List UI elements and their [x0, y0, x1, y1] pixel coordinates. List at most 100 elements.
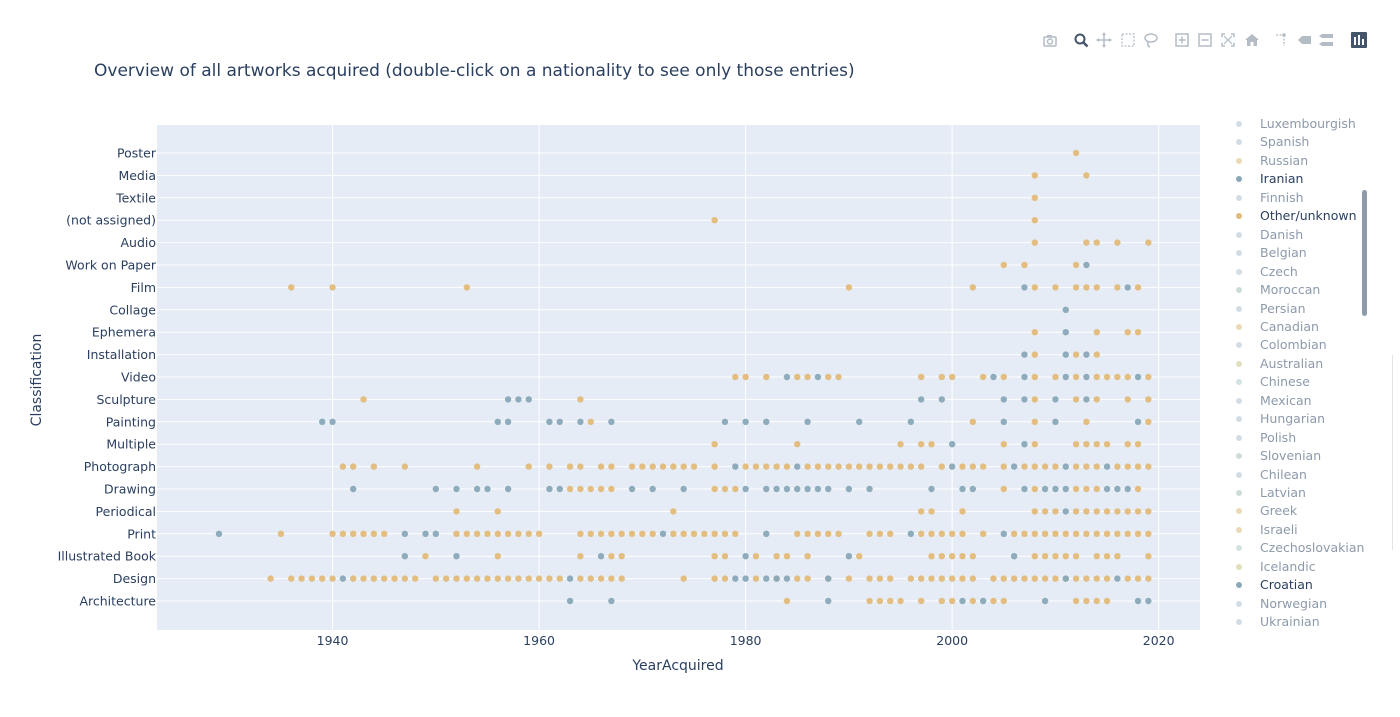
data-point[interactable]: [825, 463, 832, 470]
legend-item[interactable]: Ukrainian: [1228, 613, 1368, 631]
data-point[interactable]: [711, 217, 718, 224]
data-point[interactable]: [783, 553, 791, 560]
data-point[interactable]: [732, 373, 739, 381]
data-point[interactable]: [763, 530, 770, 537]
data-point[interactable]: [525, 396, 532, 403]
data-point[interactable]: [494, 575, 501, 582]
data-point[interactable]: [639, 530, 646, 537]
data-point[interactable]: [1124, 575, 1131, 582]
data-point[interactable]: [1145, 553, 1152, 560]
data-point[interactable]: [587, 575, 594, 582]
data-point[interactable]: [845, 575, 853, 582]
data-point[interactable]: [577, 396, 584, 403]
data-point[interactable]: [1083, 239, 1090, 246]
plotly-logo-icon[interactable]: [1349, 30, 1369, 50]
data-point[interactable]: [938, 597, 946, 605]
data-point[interactable]: [794, 463, 801, 470]
data-point[interactable]: [773, 485, 780, 493]
data-point[interactable]: [690, 463, 698, 470]
data-point[interactable]: [959, 508, 966, 515]
data-point[interactable]: [1052, 373, 1059, 381]
data-point[interactable]: [1052, 418, 1059, 425]
data-point[interactable]: [928, 441, 935, 448]
data-point[interactable]: [453, 553, 460, 560]
data-point[interactable]: [856, 463, 863, 470]
data-point[interactable]: [1134, 441, 1142, 448]
data-point[interactable]: [597, 575, 605, 582]
data-point[interactable]: [566, 597, 574, 605]
data-point[interactable]: [1093, 239, 1100, 246]
data-point[interactable]: [990, 575, 997, 582]
data-point[interactable]: [1103, 508, 1111, 515]
data-point[interactable]: [1145, 373, 1152, 381]
data-point[interactable]: [1010, 530, 1018, 537]
data-point[interactable]: [556, 575, 563, 582]
data-point[interactable]: [442, 575, 450, 582]
data-point[interactable]: [473, 530, 481, 537]
data-point[interactable]: [804, 553, 811, 560]
data-point[interactable]: [1072, 575, 1080, 582]
data-point[interactable]: [990, 373, 997, 381]
data-point[interactable]: [1072, 485, 1080, 493]
data-point[interactable]: [1031, 194, 1038, 201]
data-point[interactable]: [969, 553, 977, 560]
legend-item[interactable]: Greek: [1228, 502, 1368, 520]
legend-item[interactable]: Croatian: [1228, 576, 1368, 594]
data-point[interactable]: [380, 530, 388, 537]
data-point[interactable]: [845, 284, 853, 291]
data-point[interactable]: [1134, 485, 1142, 493]
data-point[interactable]: [453, 485, 460, 493]
data-point[interactable]: [1103, 485, 1111, 493]
data-point[interactable]: [432, 575, 440, 582]
data-point[interactable]: [742, 485, 749, 493]
data-point[interactable]: [360, 530, 367, 537]
data-point[interactable]: [1134, 418, 1142, 425]
data-point[interactable]: [1041, 575, 1049, 582]
data-point[interactable]: [917, 396, 925, 403]
data-point[interactable]: [670, 508, 677, 515]
data-point[interactable]: [370, 575, 378, 582]
data-point[interactable]: [1010, 463, 1018, 470]
data-point[interactable]: [1052, 463, 1059, 470]
data-point[interactable]: [577, 485, 584, 493]
data-point[interactable]: [577, 530, 584, 537]
data-point[interactable]: [1114, 508, 1121, 515]
data-point[interactable]: [711, 575, 718, 582]
legend-item[interactable]: Luxembourgish: [1228, 116, 1368, 133]
zoom-icon[interactable]: [1071, 30, 1091, 50]
data-point[interactable]: [1083, 575, 1090, 582]
data-point[interactable]: [856, 553, 863, 560]
data-point[interactable]: [680, 575, 687, 582]
data-point[interactable]: [845, 463, 853, 470]
legend-item[interactable]: Latvian: [1228, 484, 1368, 502]
data-point[interactable]: [618, 575, 625, 582]
data-point[interactable]: [546, 463, 553, 470]
data-point[interactable]: [1114, 239, 1121, 246]
data-point[interactable]: [1021, 575, 1028, 582]
data-point[interactable]: [742, 553, 749, 560]
data-point[interactable]: [1093, 553, 1100, 560]
data-point[interactable]: [1031, 485, 1038, 493]
data-point[interactable]: [1000, 373, 1007, 381]
data-point[interactable]: [794, 530, 801, 537]
data-point[interactable]: [825, 485, 832, 493]
data-point[interactable]: [422, 530, 429, 537]
data-point[interactable]: [1041, 597, 1049, 605]
data-point[interactable]: [597, 530, 605, 537]
data-point[interactable]: [1010, 553, 1018, 560]
data-point[interactable]: [1134, 329, 1142, 336]
data-point[interactable]: [1083, 485, 1090, 493]
data-point[interactable]: [1062, 530, 1069, 537]
data-point[interactable]: [1083, 508, 1090, 515]
data-point[interactable]: [1103, 597, 1111, 605]
data-point[interactable]: [1134, 597, 1142, 605]
data-point[interactable]: [298, 575, 305, 582]
data-point[interactable]: [350, 575, 357, 582]
legend-item[interactable]: Czech: [1228, 263, 1368, 281]
zoom-in-icon[interactable]: [1172, 30, 1192, 50]
data-point[interactable]: [969, 418, 977, 425]
data-point[interactable]: [979, 463, 987, 470]
data-point[interactable]: [608, 485, 615, 493]
data-point[interactable]: [763, 463, 770, 470]
data-point[interactable]: [680, 485, 687, 493]
